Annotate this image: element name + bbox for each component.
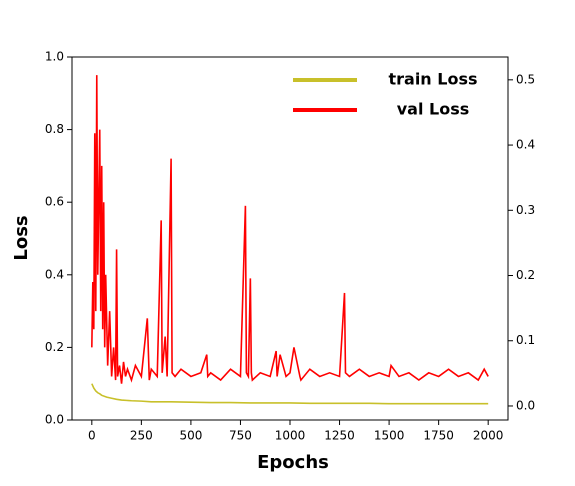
x-tick-label: 750 bbox=[229, 429, 252, 443]
y-tick-label: 0.0 bbox=[45, 413, 64, 427]
series-line bbox=[91, 75, 489, 384]
legend-label: val Loss bbox=[397, 100, 470, 119]
y-tick-label: 0.2 bbox=[45, 340, 64, 354]
y2-tick-label: 0.0 bbox=[516, 398, 535, 412]
x-tick-label: 0 bbox=[88, 429, 96, 443]
x-tick-label: 250 bbox=[130, 429, 153, 443]
y2-tick-label: 0.5 bbox=[516, 72, 535, 86]
x-tick-label: 1750 bbox=[423, 429, 454, 443]
y2-tick-label: 0.3 bbox=[516, 203, 535, 217]
y2-tick-label: 0.1 bbox=[516, 333, 535, 347]
x-tick-label: 500 bbox=[179, 429, 202, 443]
x-tick-label: 2000 bbox=[473, 429, 504, 443]
x-axis-label: Epochs bbox=[257, 452, 329, 473]
x-tick-label: 1500 bbox=[374, 429, 405, 443]
legend-label: train Loss bbox=[388, 70, 477, 89]
y-tick-label: 0.8 bbox=[45, 122, 64, 136]
y2-tick-label: 0.2 bbox=[516, 268, 535, 282]
y-tick-label: 0.4 bbox=[45, 267, 64, 281]
x-tick-label: 1250 bbox=[324, 429, 355, 443]
series-line bbox=[91, 383, 489, 405]
y-tick-label: 0.6 bbox=[45, 195, 64, 209]
y2-tick-label: 0.4 bbox=[516, 138, 535, 152]
x-tick-label: 1000 bbox=[275, 429, 306, 443]
y-tick-label: 1.0 bbox=[45, 50, 64, 64]
y-axis-label: Loss bbox=[11, 215, 32, 260]
